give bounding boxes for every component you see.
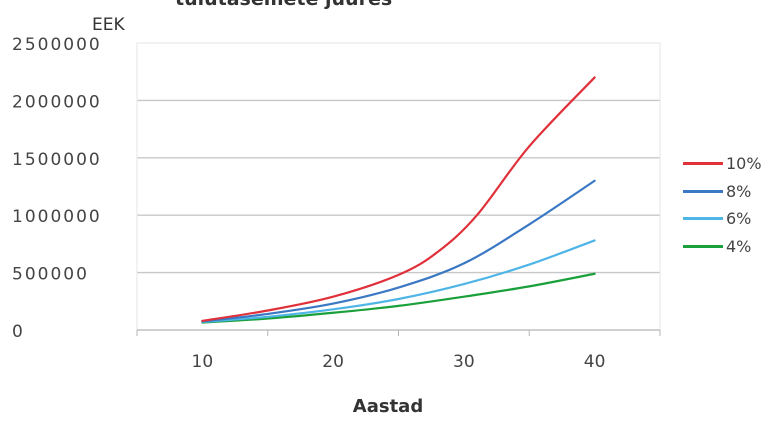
series-line-8pct bbox=[201, 179, 596, 323]
y-tick-label: 500000 bbox=[12, 265, 89, 285]
legend-item: 6% bbox=[683, 205, 762, 233]
chart-title: tulutasemete juures bbox=[175, 0, 392, 10]
y-tick-label: 2000000 bbox=[12, 92, 102, 112]
legend-swatch bbox=[683, 162, 723, 166]
series-line-10pct bbox=[201, 76, 596, 322]
series-lines bbox=[201, 76, 596, 324]
legend-label: 6% bbox=[726, 209, 752, 229]
x-tick-label: 10 bbox=[192, 352, 214, 372]
y-tick-label: 2500000 bbox=[12, 35, 102, 55]
grid-lines bbox=[137, 99, 660, 274]
y-tick-label: 0 bbox=[12, 322, 25, 342]
y-tick-label: 1500000 bbox=[12, 150, 102, 170]
legend: 10% 8% 6% 4% bbox=[683, 150, 762, 260]
legend-label: 4% bbox=[726, 236, 752, 256]
legend-swatch bbox=[683, 189, 723, 193]
x-tick-label: 30 bbox=[453, 352, 475, 372]
series-line-4pct bbox=[201, 272, 596, 324]
legend-label: 10% bbox=[726, 154, 762, 174]
x-tick-label: 20 bbox=[322, 352, 344, 372]
legend-item: 4% bbox=[683, 233, 762, 261]
axes bbox=[136, 42, 661, 336]
y-unit-label: EEK bbox=[92, 15, 125, 35]
legend-label: 8% bbox=[726, 181, 752, 201]
legend-item: 10% bbox=[683, 150, 762, 178]
x-axis-label-text: Aastad bbox=[352, 396, 424, 417]
x-axis-label: Aastad bbox=[0, 396, 776, 417]
legend-swatch bbox=[683, 217, 723, 221]
y-tick-label: 1000000 bbox=[12, 207, 102, 227]
legend-swatch bbox=[683, 244, 723, 248]
tick-labels: 0 500000 1000000 1500000 2000000 2500000 10 20 3… bbox=[12, 35, 605, 372]
series-line-6pct bbox=[201, 239, 596, 324]
legend-item: 8% bbox=[683, 178, 762, 206]
x-tick-label: 40 bbox=[584, 352, 606, 372]
